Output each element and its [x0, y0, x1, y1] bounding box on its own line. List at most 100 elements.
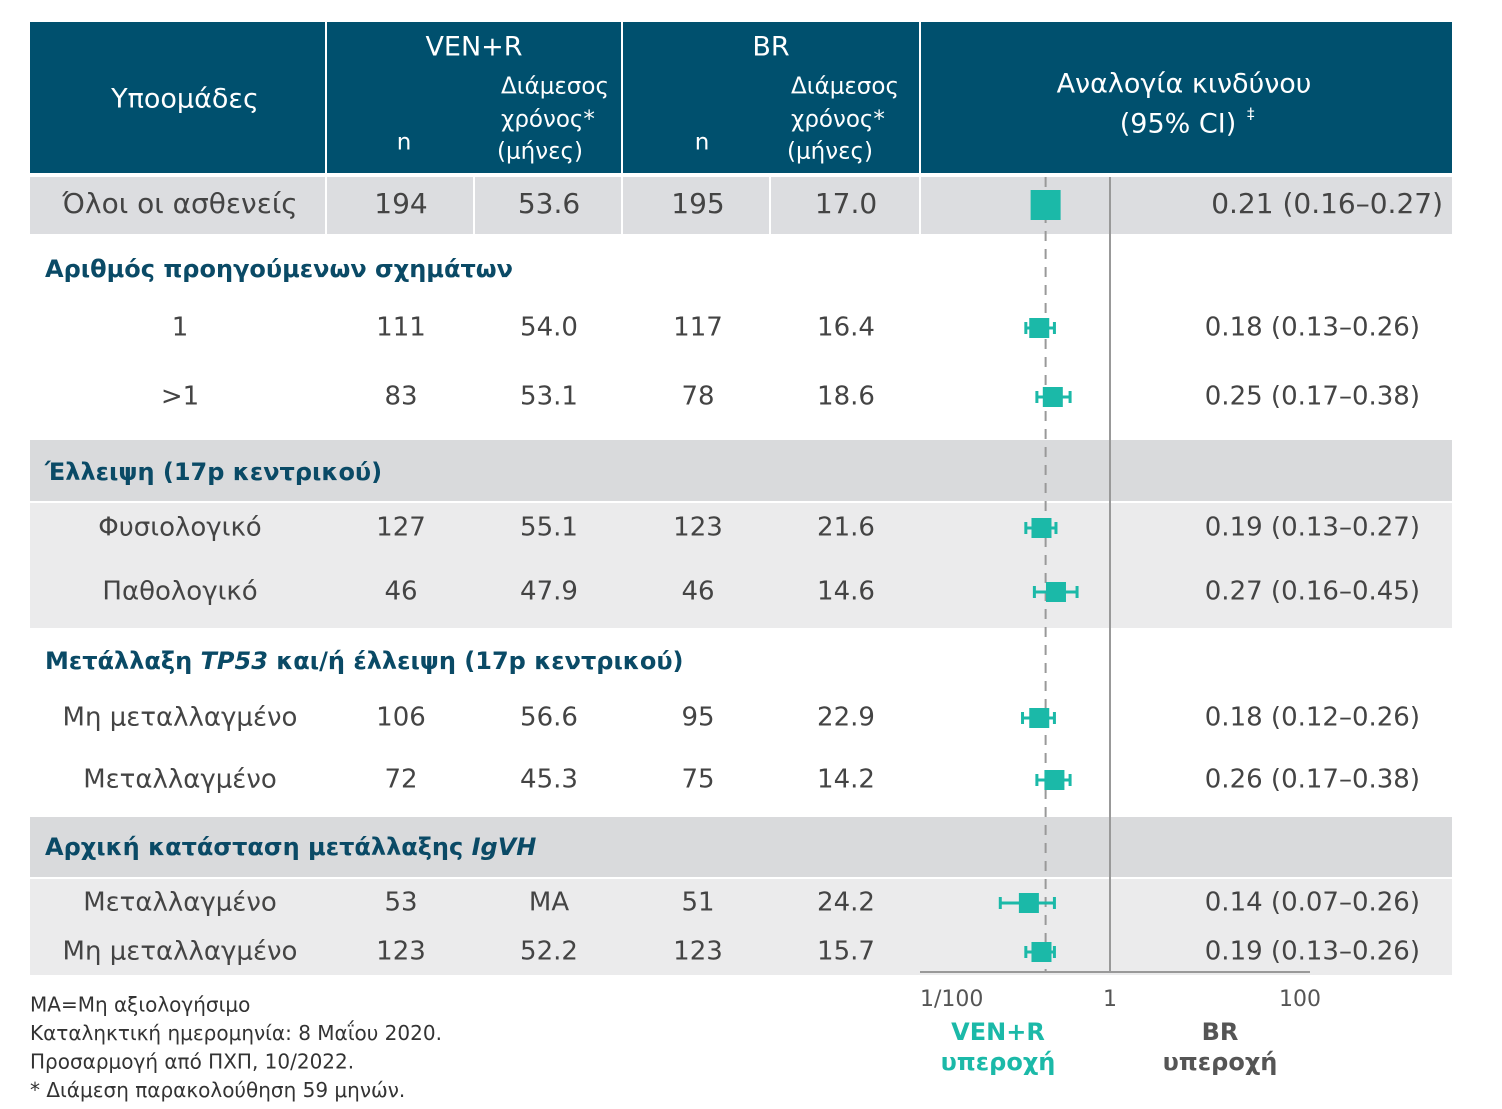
cell: ΜΑ	[529, 888, 569, 918]
header-median: (μήνες)	[497, 139, 583, 165]
header-subgroups: Υποομάδες	[110, 84, 259, 115]
cell: 95	[681, 703, 714, 733]
section-part: και/ή έλλειψη (17p κεντρικού)	[268, 647, 684, 675]
header-median: χρόνος*	[501, 107, 595, 133]
cell: 47.9	[520, 577, 578, 607]
hr-point	[1044, 770, 1065, 790]
hr-label: 0.26 (0.17–0.38)	[1205, 765, 1420, 795]
hr-label: 0.18 (0.12–0.26)	[1205, 703, 1420, 733]
header-arm: BR	[752, 32, 789, 63]
hr-point	[1045, 582, 1066, 602]
section-title: Μετάλλαξη TP53 και/ή έλλειψη (17p κεντρι…	[45, 647, 684, 675]
row-label: >1	[161, 382, 199, 412]
hr-point	[1029, 708, 1050, 728]
hr-label: 0.19 (0.13–0.26)	[1205, 937, 1420, 967]
header-hr-mark: ‡	[1247, 105, 1255, 123]
row-label: Μη μεταλλαγμένο	[63, 703, 298, 733]
header-median: χρόνος*	[791, 107, 885, 133]
section-part: TP53	[201, 647, 268, 675]
row-label: Μεταλλαγμένο	[83, 765, 277, 795]
cell: 22.9	[817, 703, 875, 733]
cell: 55.1	[520, 513, 578, 543]
hr-label: 0.14 (0.07–0.26)	[1205, 888, 1420, 918]
header-median: Διάμεσος	[501, 74, 609, 100]
cell: 72	[384, 765, 417, 795]
cell: 123	[673, 513, 723, 543]
section-part: Αριθμός προηγούμενων σχημάτων	[45, 255, 513, 283]
footnote: Καταληκτική ημερομηνία: 8 Μαΐου 2020.	[30, 1021, 442, 1045]
section-title: Έλλειψη (17p κεντρικού)	[44, 458, 382, 486]
row-band	[30, 879, 1452, 975]
header-n: n	[397, 130, 412, 156]
section-part: Αρχική κατάσταση μετάλλαξης	[45, 833, 472, 861]
header-hr: (95% CI)	[1120, 109, 1236, 140]
footnote: ΜΑ=Μη αξιολογήσιμο	[30, 993, 250, 1017]
cell: 46	[384, 577, 417, 607]
row-label: Φυσιολογικό	[98, 513, 261, 543]
hr-label: 0.27 (0.16–0.45)	[1205, 577, 1420, 607]
hr-point	[1031, 518, 1052, 538]
favours-label: υπεροχή	[941, 1048, 1056, 1076]
cell: 56.6	[520, 703, 578, 733]
header-median: Διάμεσος	[791, 74, 899, 100]
cell: 52.2	[520, 937, 578, 967]
row-label: Όλοι οι ασθενείς	[61, 187, 297, 220]
cell: 111	[376, 313, 426, 343]
cell: 106	[376, 703, 426, 733]
favours-label: VEN+R	[951, 1018, 1045, 1046]
section-title: Αρχική κατάσταση μετάλλαξης IgVH	[45, 833, 536, 861]
cell: 123	[376, 937, 426, 967]
section-part: Μετάλλαξη	[45, 647, 201, 675]
section-part: Έλλειψη (17p κεντρικού)	[44, 458, 382, 486]
hr-label: 0.25 (0.17–0.38)	[1205, 382, 1420, 412]
cell: 24.2	[817, 888, 875, 918]
row-label: Παθολογικό	[102, 577, 257, 607]
hr-point	[1042, 387, 1063, 407]
header-hr: Αναλογία κινδύνου	[1057, 69, 1312, 100]
hr-point	[1029, 318, 1050, 338]
cell: 46	[681, 577, 714, 607]
cell: 15.7	[817, 937, 875, 967]
row-band	[30, 817, 1452, 877]
hr-label: 0.19 (0.13–0.27)	[1205, 513, 1420, 543]
cell: 53.1	[520, 382, 578, 412]
header-band	[30, 22, 1452, 173]
cell: 195	[671, 187, 724, 220]
hr-point	[1030, 190, 1061, 220]
row-label: Μη μεταλλαγμένο	[63, 937, 298, 967]
hr-label: 0.18 (0.13–0.26)	[1205, 313, 1420, 343]
hr-label: 0.21 (0.16–0.27)	[1211, 187, 1443, 220]
cell: 194	[374, 187, 427, 220]
section-part: IgVH	[472, 833, 537, 861]
footnote: Προσαρμογή από ΠΧΠ, 10/2022.	[30, 1050, 354, 1074]
header-arm: VEN+R	[425, 32, 522, 63]
favours-label: υπεροχή	[1163, 1048, 1278, 1076]
row-band	[30, 503, 1452, 628]
header-median: (μήνες)	[787, 139, 873, 165]
dividers	[325, 22, 921, 234]
cell: 75	[681, 765, 714, 795]
x-tick-label: 1/100	[920, 987, 983, 1012]
cell: 53	[384, 888, 417, 918]
cell: 127	[376, 513, 426, 543]
cell: 14.6	[817, 577, 875, 607]
footnote: * Διάμεση παρακολούθηση 59 μηνών.	[30, 1078, 405, 1102]
x-tick-label: 100	[1279, 987, 1321, 1012]
cell: 14.2	[817, 765, 875, 795]
cell: 83	[384, 382, 417, 412]
x-tick-label: 1	[1103, 987, 1117, 1012]
cell: 21.6	[817, 513, 875, 543]
cell: 54.0	[520, 313, 578, 343]
row-band	[30, 177, 1452, 234]
favours-label: BR	[1202, 1018, 1239, 1046]
row-label: Μεταλλαγμένο	[83, 888, 277, 918]
cell: 45.3	[520, 765, 578, 795]
section-title: Αριθμός προηγούμενων σχημάτων	[45, 255, 513, 283]
cell: 16.4	[817, 313, 875, 343]
cell: 53.6	[518, 187, 580, 220]
cell: 17.0	[815, 187, 877, 220]
hr-point	[1018, 893, 1039, 913]
header-n: n	[695, 130, 710, 156]
cell: 51	[681, 888, 714, 918]
